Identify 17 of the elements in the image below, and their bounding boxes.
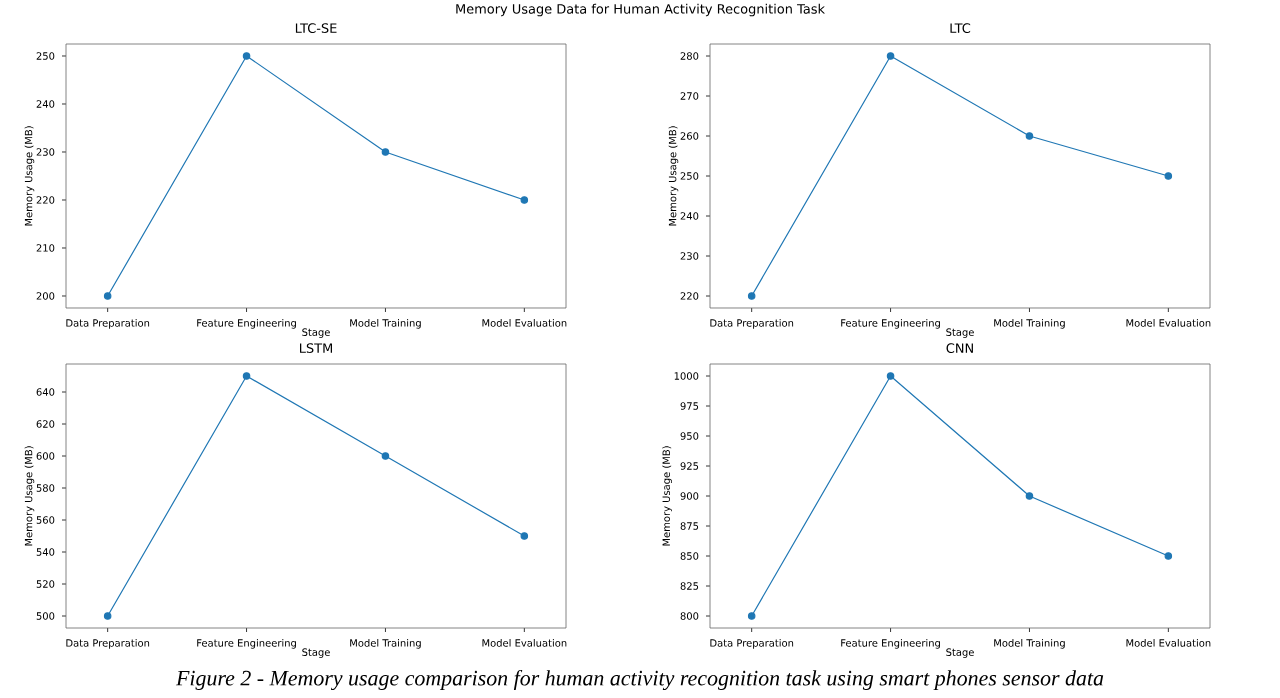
point [242,52,251,60]
point [381,452,390,460]
point [1025,492,1034,500]
point [381,148,390,156]
point [747,612,756,620]
point [103,612,112,620]
point [1025,132,1034,140]
point [747,292,756,300]
point [886,52,895,60]
caption: Figure 2 - Memory usage comparison for human activity recognition task using smart phones sensor data [175,669,1104,691]
point [242,372,251,380]
point [520,532,529,540]
point [1164,552,1173,560]
point [1164,172,1173,180]
point [886,372,895,380]
point [103,292,112,300]
point [520,196,529,204]
